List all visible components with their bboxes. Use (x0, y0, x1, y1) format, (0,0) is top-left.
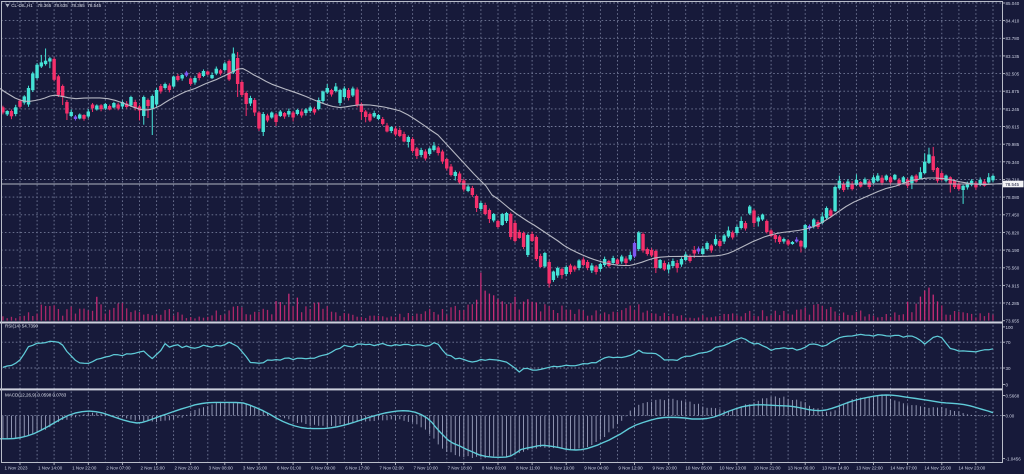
svg-text:8 Nov 19:00: 8 Nov 19:00 (550, 466, 575, 471)
svg-text:14 Nov 07:00: 14 Nov 07:00 (890, 466, 917, 471)
svg-text:2 Nov 15:00: 2 Nov 15:00 (140, 466, 165, 471)
svg-text:83.780: 83.780 (1006, 36, 1020, 41)
svg-text:74.285: 74.285 (1006, 301, 1020, 306)
svg-text:79.340: 79.340 (1006, 160, 1020, 165)
svg-text:73.655: 73.655 (1006, 319, 1020, 324)
svg-text:1 Nov 22:00: 1 Nov 22:00 (72, 466, 97, 471)
svg-text:7 Nov 10:00: 7 Nov 10:00 (414, 466, 439, 471)
svg-text:10 Nov 21:00: 10 Nov 21:00 (754, 466, 781, 471)
svg-text:MACD(12,26,9) 0.0598 0.0783: MACD(12,26,9) 0.0598 0.0783 (5, 393, 67, 398)
svg-text:6 Nov 17:00: 6 Nov 17:00 (345, 466, 370, 471)
svg-text:85.040: 85.040 (1006, 1, 1020, 6)
svg-text:13 Nov 06:00: 13 Nov 06:00 (788, 466, 815, 471)
svg-text:84.410: 84.410 (1006, 19, 1020, 24)
svg-text:76.820: 76.820 (1006, 230, 1020, 235)
svg-text:8 Nov 03:00: 8 Nov 03:00 (482, 466, 507, 471)
svg-text:9 Nov 20:00: 9 Nov 20:00 (653, 466, 678, 471)
svg-text:83.135: 83.135 (1006, 54, 1020, 59)
svg-text:RSI(14) 54.7390: RSI(14) 54.7390 (5, 324, 39, 329)
svg-text:78.365: 78.365 (38, 3, 52, 8)
svg-text:9 Nov 04:00: 9 Nov 04:00 (584, 466, 609, 471)
svg-text:7 Nov 02:00: 7 Nov 02:00 (379, 466, 404, 471)
svg-text:78.365: 78.365 (71, 3, 85, 8)
svg-text:30: 30 (1006, 366, 1012, 371)
svg-text:74.915: 74.915 (1006, 283, 1020, 288)
svg-text:0.5668: 0.5668 (1006, 393, 1020, 398)
svg-text:14 Nov 15:00: 14 Nov 15:00 (924, 466, 951, 471)
svg-text:9 Nov 12:00: 9 Nov 12:00 (618, 466, 643, 471)
svg-text:1 Nov 2023: 1 Nov 2023 (4, 466, 28, 471)
svg-text:78.710: 78.710 (1006, 177, 1020, 182)
svg-text:1 Nov 14:00: 1 Nov 14:00 (38, 466, 63, 471)
svg-text:78.545: 78.545 (87, 3, 101, 8)
svg-text:79.985: 79.985 (1006, 142, 1020, 147)
svg-text:14 Nov 23:00: 14 Nov 23:00 (959, 466, 986, 471)
svg-text:8 Nov 11:00: 8 Nov 11:00 (516, 466, 540, 471)
svg-text:81.875: 81.875 (1006, 89, 1020, 94)
svg-text:78.635: 78.635 (54, 3, 68, 8)
svg-text:77.450: 77.450 (1006, 213, 1020, 218)
svg-text:10 Nov 13:00: 10 Nov 13:00 (720, 466, 747, 471)
svg-text:81.245: 81.245 (1006, 107, 1020, 112)
svg-text:75.560: 75.560 (1006, 266, 1020, 271)
svg-text:2 Nov 07:00: 2 Nov 07:00 (106, 466, 131, 471)
svg-text:13 Nov 22:00: 13 Nov 22:00 (856, 466, 883, 471)
svg-text:70: 70 (1006, 340, 1012, 345)
svg-text:3 Nov 08:00: 3 Nov 08:00 (209, 466, 234, 471)
svg-text:CL-OIL,H1: CL-OIL,H1 (11, 3, 33, 8)
svg-text:13 Nov 14:00: 13 Nov 14:00 (822, 466, 849, 471)
svg-text:7 Nov 18:00: 7 Nov 18:00 (448, 466, 473, 471)
svg-text:100: 100 (1006, 325, 1014, 330)
svg-text:10 Nov 05:00: 10 Nov 05:00 (685, 466, 712, 471)
svg-text:80.615: 80.615 (1006, 124, 1020, 129)
svg-text:0: 0 (1006, 382, 1009, 387)
svg-text:82.505: 82.505 (1006, 72, 1020, 77)
svg-text:2 Nov 23:00: 2 Nov 23:00 (175, 466, 200, 471)
svg-text:6 Nov 09:00: 6 Nov 09:00 (311, 466, 336, 471)
svg-text:-1.0456: -1.0456 (1006, 457, 1022, 462)
svg-text:78.545: 78.545 (1005, 182, 1019, 187)
svg-text:78.080: 78.080 (1006, 195, 1020, 200)
svg-text:0.00: 0.00 (1006, 414, 1015, 419)
svg-text:6 Nov 01:00: 6 Nov 01:00 (277, 466, 302, 471)
svg-text:76.190: 76.190 (1006, 248, 1020, 253)
svg-text:3 Nov 16:00: 3 Nov 16:00 (243, 466, 268, 471)
